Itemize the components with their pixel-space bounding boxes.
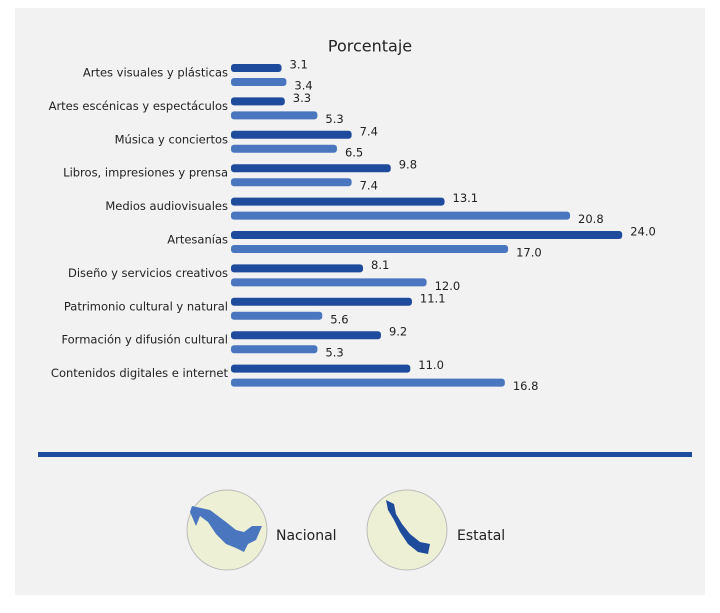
bar — [231, 211, 571, 220]
value-label: 8.1 — [371, 258, 389, 272]
bar — [231, 378, 505, 387]
value-label: 3.1 — [290, 58, 308, 72]
value-label: 16.8 — [513, 379, 539, 393]
bar — [231, 331, 381, 340]
bar — [231, 144, 337, 153]
chart-title: Porcentaje — [328, 37, 412, 56]
value-label: 7.4 — [360, 179, 378, 193]
category-label: Formación y difusión cultural — [61, 333, 228, 347]
map-veracruz — [386, 500, 430, 554]
value-label: 7.4 — [360, 124, 378, 138]
bar — [231, 245, 509, 253]
bar — [231, 78, 287, 86]
category-label: Artesanías — [167, 233, 228, 247]
legend-nacional-icon — [186, 489, 268, 571]
category-label: Diseño y servicios creativos — [68, 266, 228, 280]
value-label: 24.0 — [630, 225, 656, 239]
bar — [231, 278, 427, 287]
legend-label: Nacional — [276, 528, 337, 544]
category-label: Patrimonio cultural y natural — [64, 299, 228, 313]
bar — [231, 264, 364, 273]
value-label: 13.1 — [453, 191, 479, 205]
bar — [231, 178, 352, 187]
value-label: 3.3 — [293, 91, 311, 105]
bar — [231, 231, 623, 239]
icon-circle — [366, 489, 448, 571]
value-label: 17.0 — [516, 246, 542, 260]
value-label: 6.5 — [345, 145, 363, 159]
category-label: Artes visuales y plásticas — [83, 66, 228, 80]
value-label: 9.8 — [399, 158, 417, 172]
value-label: 11.0 — [418, 358, 444, 372]
map-mexico — [190, 506, 262, 552]
bar — [231, 345, 318, 354]
category-label: Libros, impresiones y prensa — [63, 166, 228, 180]
legend-label: Estatal — [457, 528, 505, 544]
value-label: 11.1 — [420, 291, 446, 305]
bar — [231, 297, 412, 306]
category-label: Música y conciertos — [115, 132, 228, 146]
value-label: 5.3 — [325, 346, 343, 360]
bar — [231, 197, 445, 206]
value-label: 3.4 — [294, 79, 312, 93]
bar — [231, 97, 285, 106]
value-label: 9.2 — [389, 325, 407, 339]
category-label: Contenidos digitales e internet — [51, 366, 229, 380]
bar — [231, 130, 352, 139]
category-label: Artes escénicas y espectáculos — [49, 99, 228, 113]
divider — [38, 452, 692, 457]
bar — [231, 164, 391, 173]
category-label: Medios audiovisuales — [105, 199, 228, 213]
bar — [231, 64, 282, 72]
bar — [231, 311, 323, 320]
legend-estatal-icon — [366, 489, 448, 571]
value-label: 20.8 — [578, 212, 604, 226]
value-label: 12.0 — [435, 279, 461, 293]
bar — [231, 364, 411, 373]
value-label: 5.6 — [330, 312, 348, 326]
bar — [231, 111, 318, 120]
value-label: 5.3 — [325, 112, 343, 126]
